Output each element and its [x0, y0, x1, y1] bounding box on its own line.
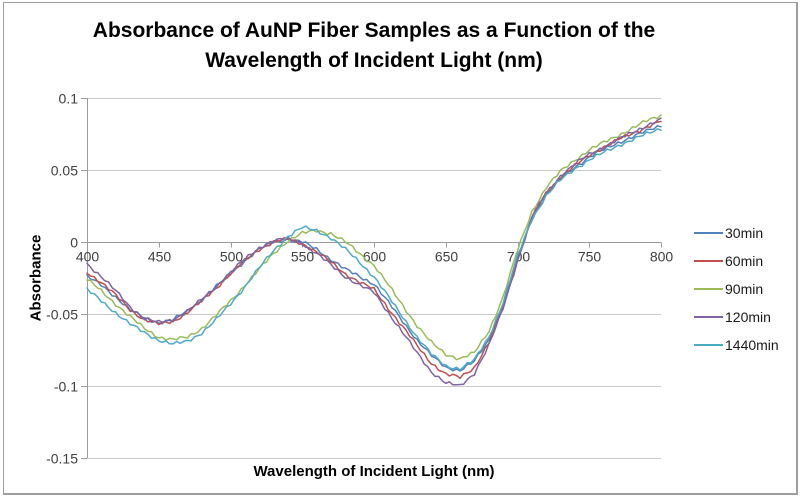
legend-label-1440min: 1440min [725, 337, 779, 353]
legend-item-60min: 60min [694, 247, 779, 275]
x-tick-label: 600 [363, 249, 387, 265]
legend-item-1440min: 1440min [694, 331, 779, 359]
x-tick-label: 750 [578, 249, 602, 265]
legend-label-60min: 60min [725, 253, 764, 269]
legend-label-30min: 30min [725, 225, 764, 241]
y-tick-label: 0.1 [59, 91, 79, 107]
legend-line-swatch-60min [694, 260, 723, 262]
x-tick-label: 550 [291, 249, 315, 265]
legend-line-swatch-30min [694, 232, 723, 234]
y-tick-label: -0.15 [46, 451, 78, 467]
x-tick-label: 800 [650, 249, 674, 265]
x-tick-label: 650 [435, 249, 459, 265]
x-tick-label: 500 [220, 249, 244, 265]
y-tick-label: -0.1 [54, 379, 78, 395]
legend-line-swatch-1440min [694, 344, 723, 346]
legend-label-120min: 120min [725, 309, 771, 325]
legend-line-swatch-90min [694, 288, 723, 290]
legend-item-30min: 30min [694, 219, 779, 247]
legend-label-90min: 90min [725, 281, 764, 297]
series-line-120min [86, 117, 662, 386]
chart-title: Absorbance of AuNP Fiber Samples as a Fu… [92, 19, 656, 72]
y-tick-label: -0.05 [46, 307, 78, 323]
x-tick-label: 400 [76, 249, 100, 265]
series-line-90min [86, 114, 662, 361]
y-tick-label: 0.05 [51, 163, 78, 179]
x-tick-label: 450 [148, 249, 172, 265]
legend-line-swatch-120min [694, 316, 723, 318]
y-tick-label: 0 [70, 235, 78, 251]
x-axis-title: Wavelength of Incident Light (nm) [253, 463, 495, 480]
legend-item-120min: 120min [694, 303, 779, 331]
series-line-1440min [86, 128, 662, 371]
legend: 30min 60min 90min 120min 1440min [694, 219, 779, 359]
legend-item-90min: 90min [694, 275, 779, 303]
